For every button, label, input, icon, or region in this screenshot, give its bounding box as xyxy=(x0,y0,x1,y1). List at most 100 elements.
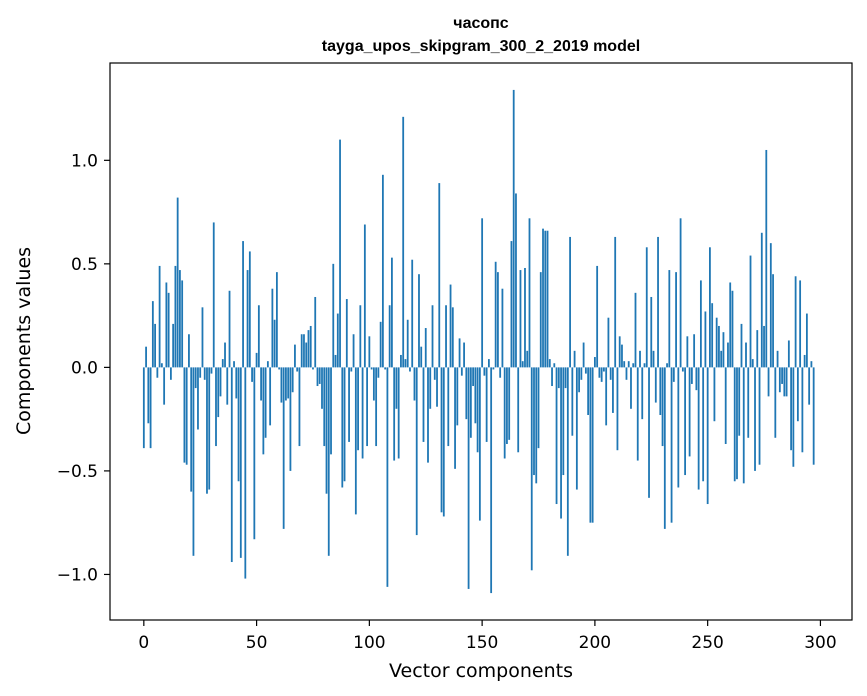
bar-2 xyxy=(147,367,150,424)
bar-171 xyxy=(528,218,531,368)
bar-295 xyxy=(808,367,811,405)
bar-3 xyxy=(149,367,152,449)
bar-260 xyxy=(729,282,732,368)
bar-152 xyxy=(485,367,488,442)
bar-153 xyxy=(487,359,490,368)
bar-146 xyxy=(472,367,474,387)
bar-215 xyxy=(627,361,630,368)
bar-254 xyxy=(715,317,718,368)
bar-129 xyxy=(433,367,436,380)
bar-115 xyxy=(402,116,405,368)
bar-160 xyxy=(503,367,506,459)
bar-0 xyxy=(142,367,145,449)
bar-286 xyxy=(787,340,790,368)
bar-238 xyxy=(679,218,682,368)
bar-96 xyxy=(359,305,362,368)
bar-159 xyxy=(501,288,504,368)
bar-46 xyxy=(246,270,249,368)
bar-114 xyxy=(400,354,402,368)
bar-214 xyxy=(625,367,628,380)
bar-91 xyxy=(348,367,350,442)
bar-194 xyxy=(580,367,583,380)
bar-149 xyxy=(478,367,481,521)
bar-228 xyxy=(657,236,659,368)
bar-253 xyxy=(713,367,716,422)
bar-258 xyxy=(724,367,727,444)
bar-276 xyxy=(765,149,768,368)
bar-220 xyxy=(639,350,641,368)
bar-56 xyxy=(269,367,272,426)
bar-110 xyxy=(391,257,393,368)
bar-98 xyxy=(363,224,366,368)
bar-13 xyxy=(172,323,175,368)
bar-198 xyxy=(589,367,592,523)
bar-208 xyxy=(612,367,614,413)
bar-75 xyxy=(312,367,314,370)
bar-197 xyxy=(587,367,590,415)
bar-100 xyxy=(368,336,371,368)
bar-90 xyxy=(345,299,348,368)
bar-157 xyxy=(497,272,499,368)
bar-89 xyxy=(343,367,346,482)
bar-188 xyxy=(566,367,569,556)
bar-107 xyxy=(384,367,387,370)
bar-101 xyxy=(370,367,373,370)
bar-57 xyxy=(271,288,274,368)
bar-93 xyxy=(352,334,355,368)
bar-287 xyxy=(790,367,792,451)
bar-125 xyxy=(424,328,427,368)
x-axis-label: Vector components xyxy=(389,660,573,682)
y-tick-label: 1.0 xyxy=(71,151,98,171)
bar-29 xyxy=(208,367,211,490)
x-tick-label: 200 xyxy=(579,633,611,653)
bar-257 xyxy=(722,332,725,368)
bar-65 xyxy=(289,367,292,471)
bar-205 xyxy=(605,367,608,426)
bar-26 xyxy=(201,307,204,368)
bar-118 xyxy=(409,367,411,372)
bar-269 xyxy=(749,255,752,368)
bar-240 xyxy=(684,367,686,476)
bar-277 xyxy=(767,367,770,397)
bar-211 xyxy=(618,336,621,368)
bar-204 xyxy=(603,367,605,372)
bar-77 xyxy=(316,367,319,387)
bar-14 xyxy=(174,265,177,368)
bar-60 xyxy=(278,367,281,370)
bar-116 xyxy=(404,359,407,368)
bar-249 xyxy=(704,311,707,368)
bar-213 xyxy=(623,361,626,368)
bar-181 xyxy=(551,367,553,387)
bar-166 xyxy=(517,367,520,453)
bar-218 xyxy=(634,292,637,368)
bar-82 xyxy=(327,367,330,556)
bar-1 xyxy=(145,346,147,368)
bar-37 xyxy=(226,367,229,405)
bar-212 xyxy=(621,344,623,368)
bar-12 xyxy=(169,367,172,380)
bar-121 xyxy=(415,367,418,536)
bar-167 xyxy=(519,270,522,368)
bar-180 xyxy=(548,359,551,368)
bar-223 xyxy=(645,247,648,368)
bar-225 xyxy=(650,296,653,368)
y-tick-label: −0.5 xyxy=(57,462,98,482)
bar-284 xyxy=(783,367,786,397)
bar-163 xyxy=(510,241,513,368)
bar-58 xyxy=(273,319,276,368)
bar-202 xyxy=(598,367,601,378)
bar-117 xyxy=(406,319,409,368)
bar-156 xyxy=(494,261,497,368)
bar-85 xyxy=(334,354,337,368)
bar-164 xyxy=(512,89,515,368)
bar-274 xyxy=(760,232,763,368)
bar-105 xyxy=(379,321,382,368)
bar-61 xyxy=(280,367,283,403)
bar-145 xyxy=(469,367,472,438)
bar-11 xyxy=(167,292,170,368)
y-axis-ticks: −1.0 −0.5 0.0 0.5 1.0 xyxy=(57,151,110,585)
bar-227 xyxy=(654,367,657,403)
bar-150 xyxy=(481,218,484,368)
bar-279 xyxy=(772,274,774,368)
bar-147 xyxy=(474,367,477,424)
